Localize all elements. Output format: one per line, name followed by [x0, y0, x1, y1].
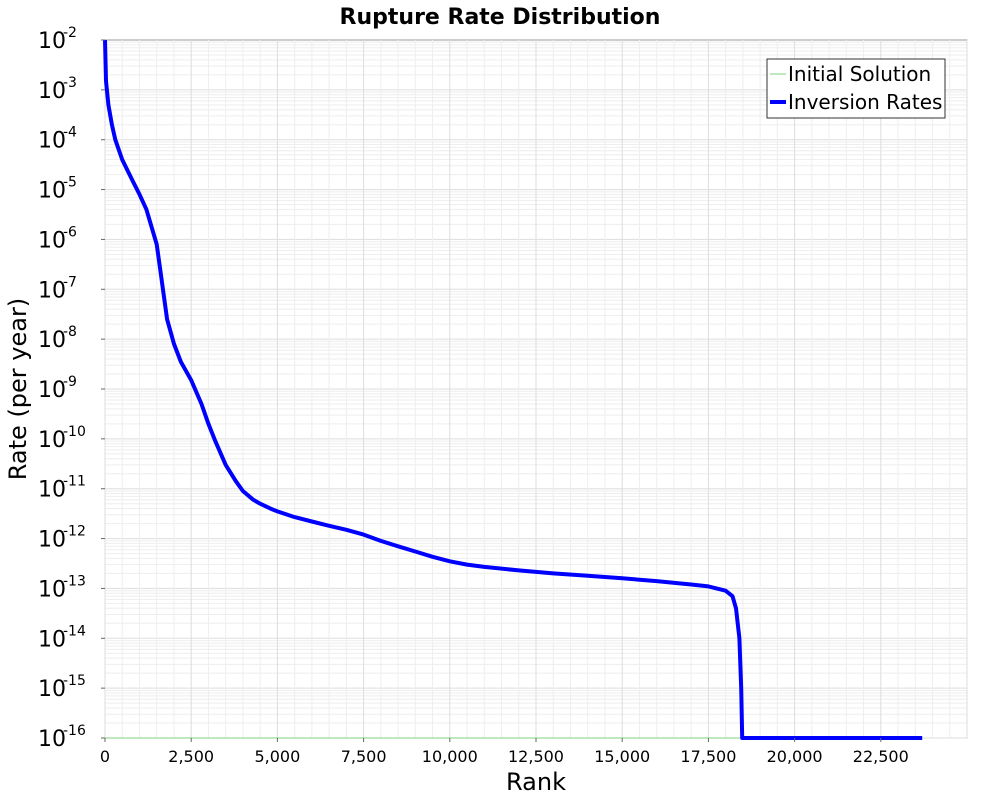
y-tick-label: 10 [38, 228, 66, 253]
y-tick-label: 10 [38, 577, 66, 602]
y-tick-exponent: -14 [63, 623, 86, 639]
y-tick-exponent: -7 [63, 274, 77, 290]
y-tick-label: 10 [38, 478, 66, 503]
chart-title: Rupture Rate Distribution [340, 5, 661, 30]
y-tick-exponent: -6 [63, 224, 77, 240]
y-tick-label: 10 [38, 328, 66, 353]
series-layer [103, 39, 923, 740]
y-tick-exponent: -16 [63, 723, 86, 739]
y-axis-ticks: 10-210-310-410-510-610-710-810-910-1010-… [38, 25, 105, 752]
y-tick-label: 10 [38, 378, 66, 403]
y-tick-label: 10 [38, 278, 66, 303]
y-tick-label: 10 [38, 727, 66, 752]
y-tick-label: 10 [38, 179, 66, 204]
y-tick-label: 10 [38, 428, 66, 453]
y-tick-label: 10 [38, 129, 66, 154]
y-tick-exponent: -9 [63, 374, 77, 390]
legend-box [766, 58, 946, 119]
legend-label-initial-solution: Initial Solution [788, 62, 931, 86]
legend: Initial Solution Inversion Rates [766, 58, 946, 119]
x-tick-label: 0 [100, 747, 110, 766]
y-tick-label: 10 [38, 677, 66, 702]
y-tick-exponent: -4 [63, 125, 77, 141]
legend-label-inversion-rates: Inversion Rates [788, 90, 942, 114]
y-tick-exponent: -2 [63, 25, 77, 41]
series-line-inversion-rates [103, 39, 923, 740]
y-tick-exponent: -15 [63, 673, 86, 689]
x-tick-label: 15,000 [594, 747, 650, 766]
y-tick-exponent: -13 [63, 573, 86, 589]
x-tick-label: 5,000 [254, 747, 300, 766]
x-tick-label: 7,500 [341, 747, 387, 766]
y-tick-label: 10 [38, 627, 66, 652]
y-tick-exponent: -8 [63, 324, 77, 340]
y-tick-exponent: -12 [63, 524, 86, 540]
x-tick-label: 10,000 [422, 747, 478, 766]
y-tick-exponent: -11 [63, 474, 86, 490]
x-axis-label: Rank [506, 768, 566, 796]
y-tick-exponent: -5 [63, 175, 77, 191]
x-tick-label: 20,000 [767, 747, 823, 766]
y-tick-label: 10 [38, 79, 66, 104]
y-tick-exponent: -3 [63, 75, 77, 91]
y-axis-label: Rate (per year) [4, 298, 32, 480]
y-tick-label: 10 [38, 528, 66, 553]
x-tick-label: 22,500 [853, 747, 909, 766]
y-tick-label: 10 [38, 29, 66, 54]
x-tick-label: 2,500 [168, 747, 214, 766]
y-tick-exponent: -10 [63, 424, 86, 440]
x-axis-ticks: 0 2,500 5,000 7,500 10,000 12,500 15,000 17,500… [100, 738, 909, 766]
x-tick-label: 12,500 [508, 747, 564, 766]
x-tick-label: 17,500 [680, 747, 736, 766]
